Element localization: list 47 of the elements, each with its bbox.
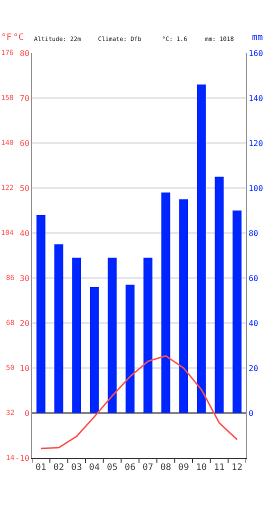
y-axis-title: °C	[13, 33, 24, 43]
y2-axis-title: mm	[252, 33, 263, 43]
bar	[90, 287, 99, 413]
y-tick-label: 40	[20, 228, 30, 238]
y2-tick-label: 0	[248, 408, 254, 418]
y2-tick-label: 120	[248, 138, 264, 148]
y-tick-label: 50	[20, 184, 30, 193]
y2-tick-label: 40	[248, 318, 258, 328]
y2-tick-label: 60	[248, 274, 258, 283]
y3-axis-title: °F	[1, 33, 12, 43]
x-tick-label: 05	[106, 462, 118, 473]
bar	[161, 192, 170, 413]
bar	[143, 258, 152, 413]
x-tick-label: 01	[36, 462, 46, 473]
bar	[232, 210, 242, 413]
y2-tick-label: 160	[248, 48, 264, 58]
bar	[179, 199, 188, 413]
bar	[72, 258, 82, 413]
y2-tick-label: 20	[248, 364, 258, 373]
x-tick-label: 08	[160, 462, 172, 473]
y2-tick-label: 80	[248, 228, 258, 238]
x-tick-label: 07	[142, 462, 154, 473]
y-tick-label: -10	[14, 454, 30, 463]
bar	[36, 215, 46, 413]
y-tick-label: 30	[20, 274, 30, 283]
bar	[196, 84, 206, 413]
y2-tick-label: 140	[248, 94, 264, 103]
x-tick-label: 04	[89, 462, 100, 473]
bar	[126, 284, 135, 413]
x-tick-label: 03	[71, 462, 82, 473]
line-series	[40, 355, 238, 450]
y-tick-label: 70	[20, 94, 30, 103]
x-tick-label: 09	[178, 462, 189, 473]
y-tick-label: 60	[20, 138, 30, 148]
bar	[108, 258, 117, 413]
bar	[54, 244, 64, 413]
x-tick-label: 06	[124, 462, 136, 473]
y2-tick-label: 100	[248, 184, 264, 193]
y-tick-label: 20	[20, 318, 30, 328]
x-tick-label: 10	[196, 462, 207, 473]
x-tick-label: 02	[53, 462, 64, 473]
bar	[214, 176, 224, 413]
y-tick-label: 0	[24, 408, 30, 418]
x-tick-label: 11	[214, 462, 225, 473]
y-tick-label: 10	[20, 364, 30, 373]
y-tick-label: 80	[20, 48, 30, 58]
x-tick-label: 12	[232, 462, 242, 473]
